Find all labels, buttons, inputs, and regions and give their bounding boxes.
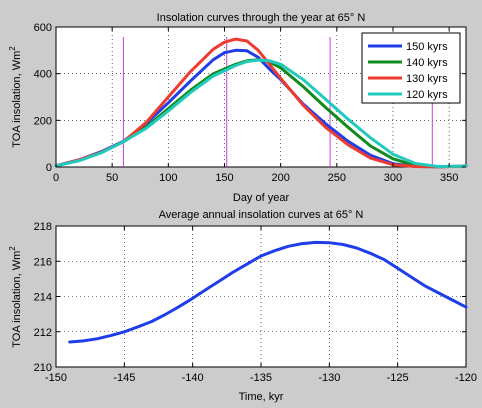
top-x-tick-label: 200 bbox=[271, 172, 289, 184]
top-y-axis-label-text: TOA insolation, Wm bbox=[11, 51, 23, 148]
bottom-x-tick-label: -125 bbox=[387, 372, 409, 384]
legend: 150 kyrs 140 kyrs 130 kyrs 120 kyrs bbox=[361, 32, 461, 104]
bottom-x-tick-label: -140 bbox=[182, 372, 204, 384]
top-x-tick-label: 300 bbox=[384, 172, 402, 184]
bottom-panel: Average annual insolation curves at 65° … bbox=[8, 209, 477, 403]
bottom-series-group bbox=[68, 240, 468, 344]
top-series-line-3 bbox=[54, 37, 468, 169]
bottom-series-line-1 bbox=[68, 240, 468, 344]
top-chart-title: Insolation curves through the year at 65… bbox=[157, 12, 366, 24]
top-panel: Insolation curves through the year at 65… bbox=[8, 12, 468, 204]
bottom-chart-title: Average annual insolation curves at 65° … bbox=[159, 209, 364, 221]
top-series-line-4 bbox=[54, 58, 468, 168]
bottom-x-tick-label: -135 bbox=[250, 372, 272, 384]
bottom-y-tick-label: 210 bbox=[34, 362, 52, 374]
top-y-tick-label: 200 bbox=[34, 115, 52, 127]
top-y-ticks: 0 200 400 600 bbox=[34, 22, 466, 174]
bottom-x-ticks: -150 -145 -140 -135 -130 -125 -120 bbox=[45, 226, 477, 384]
top-x-tick-label: 50 bbox=[106, 172, 118, 184]
bottom-x-axis-label: Time, kyr bbox=[239, 391, 284, 403]
top-y-tick-label: 0 bbox=[46, 162, 52, 174]
bottom-y-tick-label: 216 bbox=[34, 256, 52, 268]
legend-label: 130 kyrs bbox=[406, 73, 448, 85]
bottom-y-tick-label: 218 bbox=[34, 221, 52, 233]
top-y-tick-label: 400 bbox=[34, 69, 52, 81]
bottom-y-tick-label: 214 bbox=[34, 292, 52, 304]
legend-label: 150 kyrs bbox=[406, 41, 448, 53]
bottom-x-tick-label: -130 bbox=[318, 372, 340, 384]
bottom-x-tick-label: -145 bbox=[113, 372, 135, 384]
top-x-axis-label: Day of year bbox=[233, 192, 290, 204]
top-x-ticks: 0 50 100 150 200 250 300 350 bbox=[53, 27, 458, 184]
top-y-axis-label: TOA insolation, Wm2 bbox=[8, 46, 23, 148]
top-y-tick-label: 600 bbox=[34, 22, 52, 34]
legend-label: 140 kyrs bbox=[406, 57, 448, 69]
top-y-axis-label-sup: 2 bbox=[8, 46, 17, 51]
bottom-y-tick-label: 212 bbox=[34, 327, 52, 339]
legend-label: 120 kyrs bbox=[406, 89, 448, 101]
bottom-y-axis-label: TOA insolation, Wm2 bbox=[8, 246, 23, 348]
bottom-y-axis-label-sup: 2 bbox=[8, 246, 17, 251]
top-series-group bbox=[54, 37, 468, 169]
top-x-tick-label: 0 bbox=[53, 172, 59, 184]
top-x-tick-label: 150 bbox=[215, 172, 233, 184]
top-grid bbox=[56, 27, 466, 167]
bottom-y-ticks: 210 212 214 216 218 bbox=[34, 221, 466, 374]
bottom-x-tick-label: -120 bbox=[455, 372, 477, 384]
top-x-tick-label: 250 bbox=[328, 172, 346, 184]
top-x-tick-label: 100 bbox=[159, 172, 177, 184]
bottom-y-axis-label-text: TOA insolation, Wm bbox=[11, 251, 23, 348]
bottom-x-tick-label: -150 bbox=[45, 372, 67, 384]
top-x-tick-label: 350 bbox=[440, 172, 458, 184]
